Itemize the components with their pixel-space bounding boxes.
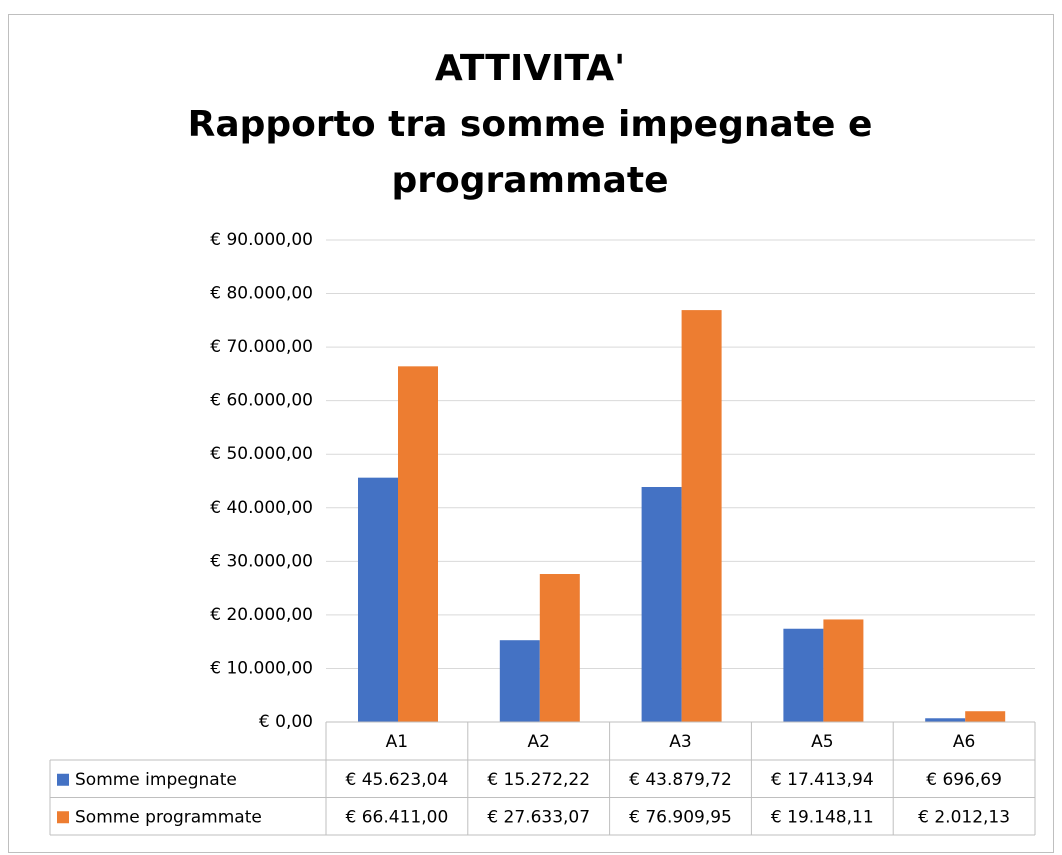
bar	[681, 310, 722, 722]
x-tick-label: A6	[953, 732, 975, 752]
bar	[539, 574, 580, 722]
x-tick-label: A3	[669, 732, 691, 752]
data-label: € 19.148,11	[771, 807, 874, 827]
y-tick-label: € 20.000,00	[210, 605, 313, 625]
y-tick-label: € 30.000,00	[210, 551, 313, 571]
x-tick-label: A5	[811, 732, 833, 752]
y-tick-label: € 50.000,00	[210, 444, 313, 464]
x-tick-label: A2	[527, 732, 549, 752]
data-label: € 66.411,00	[346, 807, 449, 827]
bar	[823, 619, 864, 722]
legend-key	[57, 773, 69, 786]
data-label: € 15.272,22	[487, 770, 590, 790]
y-tick-label: € 70.000,00	[210, 337, 313, 357]
bar	[358, 477, 398, 722]
y-tick-label: € 10.000,00	[210, 658, 313, 678]
y-tick-label: € 90.000,00	[210, 230, 313, 250]
y-tick-label: € 80.000,00	[210, 284, 313, 304]
legend-key	[57, 811, 69, 824]
chart-title: ATTIVITA'	[435, 48, 625, 89]
chart-title: programmate	[391, 160, 668, 201]
y-tick-label: € 60.000,00	[210, 391, 313, 411]
data-label: € 696,69	[926, 770, 1002, 790]
bar	[641, 486, 682, 722]
data-label: € 76.909,95	[629, 807, 732, 827]
bar	[398, 366, 438, 722]
y-tick-label: € 0,00	[259, 712, 313, 732]
bar	[499, 640, 540, 722]
data-label: € 17.413,94	[771, 770, 874, 790]
bar	[925, 718, 966, 722]
data-label: € 2.012,13	[918, 807, 1010, 827]
bar	[965, 711, 1006, 722]
x-tick-label: A1	[386, 732, 408, 752]
chart-title: Rapporto tra somme impegnate e	[188, 104, 873, 145]
data-label: € 45.623,04	[346, 770, 449, 790]
data-label: € 27.633,07	[487, 807, 590, 827]
data-label: € 43.879,72	[629, 770, 732, 790]
legend-label: Somme programmate	[75, 807, 262, 827]
bar	[783, 628, 824, 722]
y-tick-label: € 40.000,00	[210, 498, 313, 518]
legend-label: Somme impegnate	[75, 770, 237, 790]
